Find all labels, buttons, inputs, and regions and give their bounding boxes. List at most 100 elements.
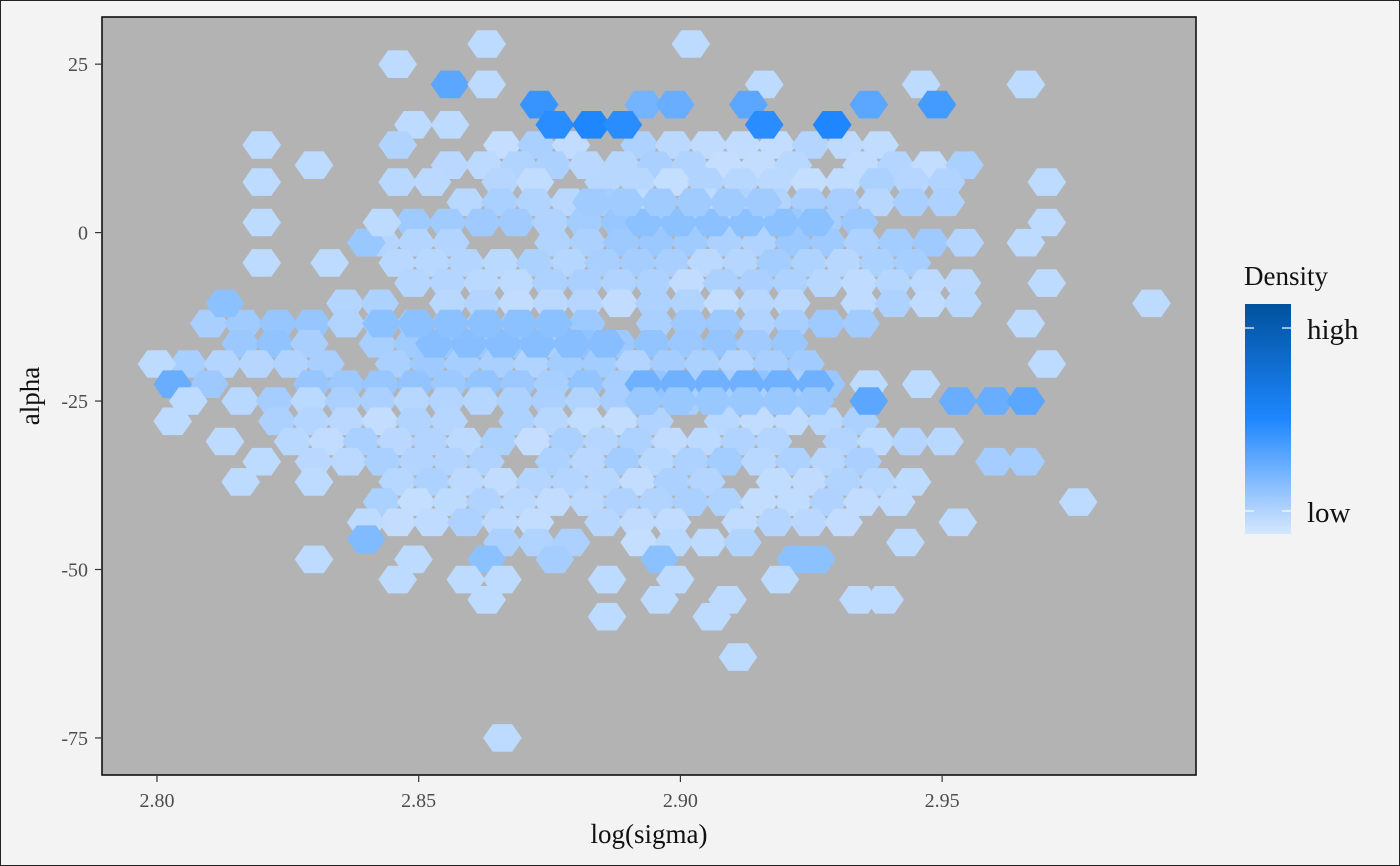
hex-cell — [606, 188, 646, 217]
hex-cell — [865, 585, 904, 614]
hex-cell — [394, 269, 433, 297]
hex-cell — [723, 528, 762, 557]
hex-layer — [137, 30, 1171, 752]
hex-cell — [242, 131, 282, 159]
y-axis-title: alpha — [15, 367, 45, 425]
x-axis-title: log(sigma) — [591, 819, 708, 849]
hex-cell — [1006, 447, 1046, 476]
y-tick-label: 25 — [68, 54, 88, 76]
legend-colorbar — [1245, 304, 1291, 534]
hex-cell — [849, 387, 889, 415]
hex-cell — [926, 188, 966, 217]
x-tick-label: 2.80 — [139, 790, 174, 812]
hex-cell — [943, 289, 982, 318]
hex-cell — [446, 565, 486, 594]
legend-title: Density — [1244, 261, 1328, 291]
hex-cell — [1006, 387, 1046, 415]
y-tick-label: -25 — [61, 391, 88, 413]
hex-cell — [761, 387, 801, 415]
hex-cell — [975, 447, 1014, 476]
hex-cell — [378, 565, 418, 594]
hex-cell — [901, 370, 941, 399]
hex-cell — [535, 545, 575, 574]
x-axis: 2.80 2.85 2.90 2.95 — [139, 775, 960, 812]
hex-cell — [812, 111, 852, 139]
hex-cell — [795, 387, 835, 415]
hex-cell — [655, 565, 695, 594]
hex-cell — [708, 585, 747, 614]
hex-cell — [624, 387, 664, 415]
hex-cell — [692, 387, 732, 415]
y-tick-label: -50 — [61, 559, 88, 581]
hex-cell — [378, 50, 418, 78]
y-tick-label: 0 — [78, 223, 88, 245]
y-axis: 25 0 -25 -50 -75 — [61, 54, 102, 750]
hex-cell — [587, 565, 627, 594]
hex-cell — [461, 387, 501, 415]
hex-cell — [584, 508, 623, 537]
hex-cell — [1006, 70, 1046, 99]
hex-cell — [789, 508, 829, 537]
hex-cell — [467, 30, 507, 58]
hex-cell — [535, 111, 575, 139]
hex-cell — [572, 188, 611, 217]
hex-cell — [467, 70, 507, 99]
hex-cell — [328, 447, 368, 476]
hex-cell — [242, 208, 282, 237]
hex-cell — [624, 90, 664, 119]
hex-cell — [587, 602, 627, 631]
hex-cell — [586, 329, 626, 358]
hex-cell — [795, 208, 835, 237]
hex-cell — [743, 188, 783, 217]
hex-cell — [310, 249, 350, 277]
hex-cell — [1006, 309, 1046, 338]
hex-cell — [1058, 488, 1098, 516]
hex-cell — [499, 309, 539, 338]
hex-cell — [1027, 269, 1067, 297]
hex-cell — [890, 427, 930, 456]
hex-cell — [755, 508, 795, 537]
hex-cell — [242, 447, 282, 476]
hex-cell — [496, 208, 536, 237]
legend: Density high low — [1244, 261, 1359, 534]
hex-cell — [1027, 208, 1067, 237]
hex-cell — [807, 309, 846, 338]
hex-cell — [483, 724, 522, 752]
hex-cell — [483, 565, 522, 594]
x-tick-label: 2.85 — [401, 790, 436, 812]
hex-cell — [205, 289, 245, 318]
hex-cell — [396, 309, 436, 338]
hex-cell — [892, 188, 931, 217]
hex-cell — [205, 427, 245, 456]
hex-cell — [925, 427, 964, 456]
hex-cell — [294, 545, 334, 574]
hex-cell — [462, 208, 502, 237]
hex-cell — [362, 208, 402, 237]
hex-cell — [1132, 289, 1171, 318]
hex-cell — [446, 508, 486, 537]
hex-cell — [744, 111, 784, 139]
hex-cell — [221, 468, 261, 496]
hex-cell — [362, 309, 402, 338]
hex-cell — [760, 565, 800, 594]
hex-cell — [378, 168, 418, 196]
hex-cell — [824, 508, 863, 537]
hex-cell — [945, 228, 985, 257]
hex-cell — [841, 309, 881, 338]
hex-cell — [727, 387, 766, 415]
hex-cell — [671, 30, 711, 58]
legend-label-low: low — [1307, 497, 1351, 529]
hex-cell — [839, 585, 878, 614]
hex-cell — [346, 525, 386, 554]
hex-cell — [938, 387, 978, 415]
hex-cell — [688, 528, 728, 557]
hex-cell — [412, 168, 452, 196]
hex-cell — [655, 90, 695, 119]
hex-cell — [465, 309, 505, 338]
hex-cell — [709, 188, 748, 217]
hex-cell — [242, 249, 282, 277]
hex-cell — [242, 168, 282, 196]
hex-cell — [572, 111, 611, 139]
hex-cell — [327, 309, 366, 338]
